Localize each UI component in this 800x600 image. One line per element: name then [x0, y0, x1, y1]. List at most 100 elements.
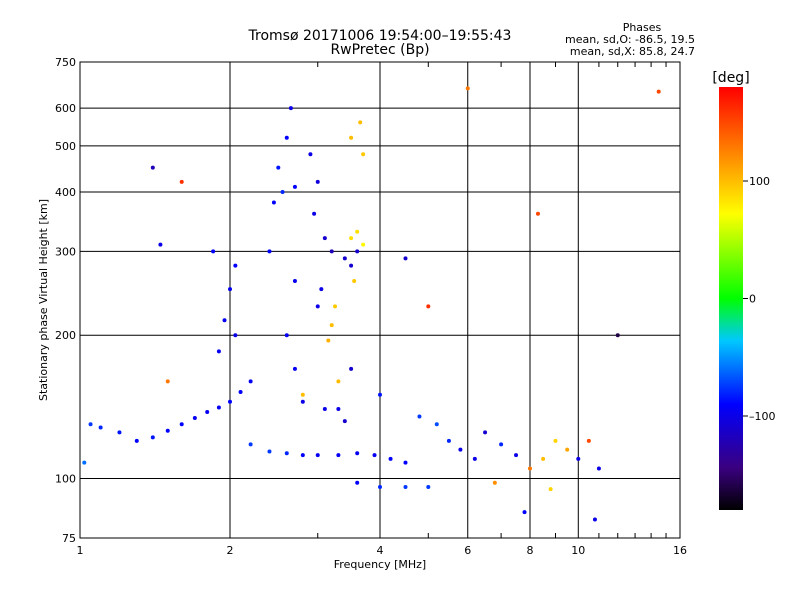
data-point	[342, 419, 347, 424]
data-point	[615, 333, 620, 338]
colorbar-ticks: 100 0 –100	[743, 175, 776, 423]
data-point	[342, 256, 347, 261]
data-point	[336, 453, 341, 458]
data-point	[165, 379, 170, 384]
data-point	[292, 366, 297, 371]
data-point	[522, 510, 527, 515]
data-point	[472, 456, 477, 461]
stats-line-x: mean, sd,X: 85.8, 24.7	[570, 45, 695, 58]
data-point	[656, 89, 661, 94]
y-axis-ticks: 75 100 200 300 400 500 600 750	[55, 56, 76, 545]
data-point	[596, 466, 601, 471]
data-point	[222, 318, 227, 323]
data-point	[426, 304, 431, 309]
colorbar	[719, 87, 743, 510]
data-point	[553, 438, 558, 443]
x-tick-label: 4	[377, 544, 384, 557]
data-point	[361, 242, 366, 247]
data-point	[417, 414, 422, 419]
data-point	[300, 399, 305, 404]
data-point	[329, 323, 334, 328]
data-point	[233, 333, 238, 338]
data-point	[499, 442, 504, 447]
data-point	[322, 406, 327, 411]
data-point	[179, 179, 184, 184]
x-tick-label: 16	[673, 544, 687, 557]
data-point	[284, 451, 289, 456]
data-point	[592, 517, 597, 522]
data-point	[192, 416, 197, 421]
data-point	[300, 453, 305, 458]
y-tick-label: 600	[55, 102, 76, 115]
data-point	[349, 263, 354, 268]
data-point	[179, 422, 184, 427]
data-point	[361, 152, 366, 157]
data-point	[358, 120, 363, 125]
stats-heading: Phases	[623, 21, 662, 34]
chart-title: Tromsø 20171006 19:54:00–19:55:43	[248, 28, 512, 44]
data-point	[355, 249, 360, 254]
data-point	[82, 460, 87, 465]
data-point	[300, 392, 305, 397]
y-tick-label: 100	[55, 473, 76, 486]
data-point	[248, 379, 253, 384]
data-point	[378, 392, 382, 397]
data-point	[308, 152, 313, 157]
y-tick-label: 200	[55, 329, 76, 342]
data-point	[329, 249, 334, 254]
data-point	[355, 229, 360, 234]
grid-lines	[80, 62, 680, 538]
y-tick-label: 400	[55, 186, 76, 199]
data-point	[403, 484, 408, 489]
stats-line-o: mean, sd,O: -86.5, 19.5	[565, 33, 695, 46]
data-point	[292, 184, 297, 189]
data-point	[117, 430, 122, 435]
y-axis-label: Stationary phase Virtual Height [km]	[37, 199, 50, 401]
data-point	[388, 456, 393, 461]
x-tick-label: 10	[571, 544, 585, 557]
plot-frame	[79, 61, 681, 539]
data-point	[216, 349, 221, 354]
data-point	[586, 438, 591, 443]
data-point	[88, 422, 93, 427]
colorbar-tick-label: 100	[749, 175, 770, 188]
x-tick-label: 6	[464, 544, 471, 557]
data-point	[276, 165, 281, 170]
data-point	[150, 435, 155, 440]
data-point	[228, 287, 232, 292]
data-point	[548, 487, 553, 492]
data-point	[238, 389, 243, 394]
data-point	[205, 409, 210, 414]
y-tick-label: 750	[55, 56, 76, 69]
data-point	[315, 304, 320, 309]
data-point	[333, 304, 338, 309]
data-point	[158, 242, 163, 247]
data-point	[280, 189, 285, 194]
colorbar-label: [deg]	[712, 70, 749, 86]
data-point	[150, 165, 155, 170]
data-point	[576, 456, 581, 461]
data-point	[233, 263, 238, 268]
data-point	[336, 379, 341, 384]
data-point	[483, 430, 488, 435]
data-point	[355, 480, 360, 485]
data-point	[322, 236, 327, 241]
data-point	[216, 405, 221, 410]
data-point	[528, 466, 532, 471]
data-point	[465, 86, 470, 91]
data-point	[312, 211, 317, 216]
data-points	[82, 86, 661, 522]
data-point	[426, 484, 431, 489]
data-point	[98, 425, 103, 430]
x-axis-label: Frequency [MHz]	[334, 558, 426, 571]
data-point	[514, 453, 519, 458]
x-tick-label: 1	[77, 544, 84, 557]
data-point	[267, 249, 272, 254]
data-point	[315, 179, 320, 184]
data-point	[565, 447, 570, 452]
y-tick-label: 75	[62, 532, 76, 545]
data-point	[284, 135, 289, 140]
x-tick-label: 2	[227, 544, 234, 557]
data-point	[492, 480, 497, 485]
